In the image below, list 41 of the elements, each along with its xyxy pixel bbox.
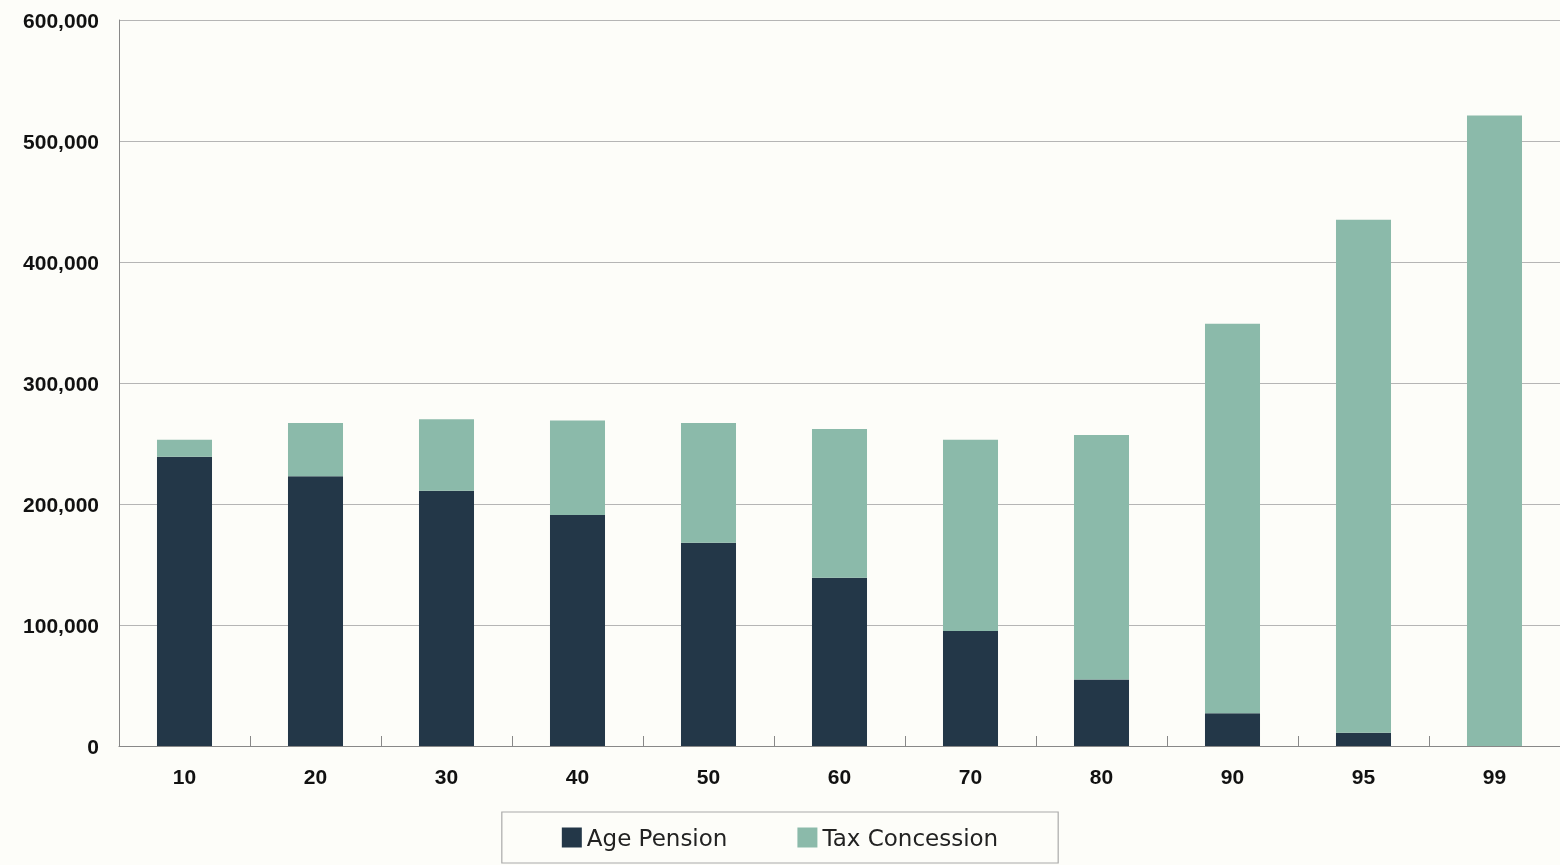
bar xyxy=(287,422,344,477)
bar xyxy=(1335,732,1392,746)
x-tick-label: 80 xyxy=(1089,765,1114,788)
bar xyxy=(549,420,606,515)
bar xyxy=(811,577,868,746)
bar xyxy=(1204,323,1261,714)
y-tick-label: 300,000 xyxy=(23,371,99,395)
x-tick-label: 95 xyxy=(1351,765,1376,788)
legend-label: Age Pension xyxy=(586,824,728,851)
x-tick-label: 50 xyxy=(696,765,721,788)
bar xyxy=(1073,679,1130,746)
x-tick-label: 70 xyxy=(958,765,983,788)
bar xyxy=(1204,713,1261,746)
bar xyxy=(811,428,868,578)
bar xyxy=(156,439,213,457)
bar xyxy=(156,456,213,746)
x-tick-label: 30 xyxy=(434,765,459,788)
bar xyxy=(680,422,737,543)
bar xyxy=(1073,435,1130,680)
bar xyxy=(549,514,606,746)
y-tick-label: 100,000 xyxy=(23,613,99,637)
x-tick-label: 90 xyxy=(1220,765,1245,788)
x-tick-label: 99 xyxy=(1482,765,1507,788)
bar xyxy=(418,419,475,491)
bar xyxy=(680,542,737,746)
legend-label: Tax Concession xyxy=(821,824,999,851)
bar xyxy=(942,631,999,746)
y-tick-label: 500,000 xyxy=(23,129,99,153)
bar xyxy=(1466,115,1523,746)
x-tick-label: 40 xyxy=(565,765,590,788)
bar xyxy=(1335,219,1392,733)
y-tick-label: 600,000 xyxy=(23,8,99,32)
y-tick-label: 0 xyxy=(87,734,99,758)
bar xyxy=(287,476,344,746)
x-tick-label: 20 xyxy=(303,765,328,788)
bar xyxy=(418,490,475,746)
x-tick-label: 10 xyxy=(172,765,197,788)
x-tick-label: 60 xyxy=(827,765,852,788)
bar xyxy=(942,439,999,632)
y-tick-label: 400,000 xyxy=(23,250,99,274)
y-tick-label: 200,000 xyxy=(23,492,99,516)
